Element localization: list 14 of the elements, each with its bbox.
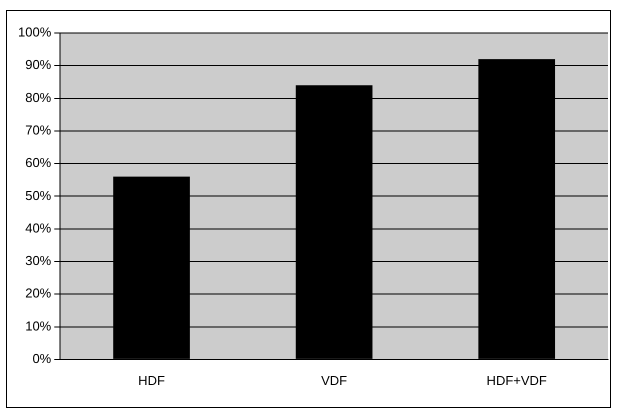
y-tick-label: 100% xyxy=(18,24,52,40)
y-tick-label: 20% xyxy=(25,286,52,301)
y-tick-label: 40% xyxy=(25,220,52,236)
y-tick-label: 80% xyxy=(25,90,52,105)
x-tick-label: HDF+VDF xyxy=(486,372,547,388)
y-tick-label: 50% xyxy=(25,188,52,203)
x-tick-label: VDF xyxy=(321,372,348,388)
x-tick-label: HDF xyxy=(138,372,165,388)
y-tick-label: 10% xyxy=(25,318,52,334)
y-tick-label: 70% xyxy=(25,122,52,138)
y-tick-label: 60% xyxy=(25,155,52,170)
y-tick-label: 0% xyxy=(32,350,52,366)
y-tick-label: 30% xyxy=(25,253,52,268)
y-tick-label: 90% xyxy=(25,57,52,72)
